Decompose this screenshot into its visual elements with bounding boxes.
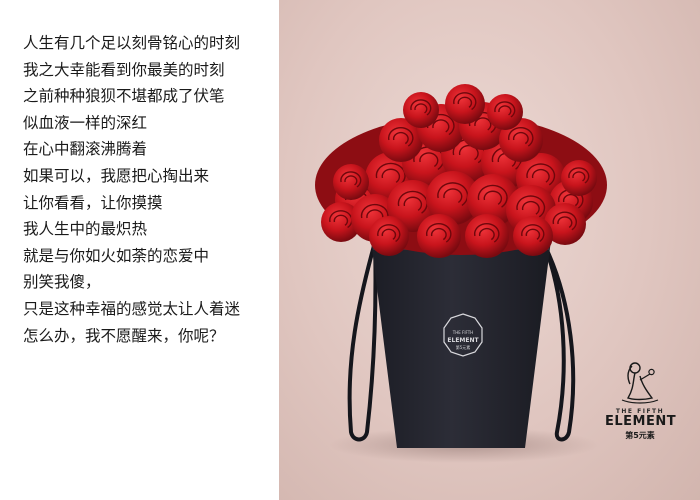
brand-line1: THE FIFTH xyxy=(615,408,665,415)
rose-box-photo: THE FIFTH ELEMENT 第5元素 xyxy=(279,0,700,500)
rose-petal xyxy=(377,224,401,243)
rose-petal xyxy=(403,196,423,211)
rose-petal xyxy=(525,228,541,240)
right-rope-handle xyxy=(543,245,576,442)
rose-petal xyxy=(344,175,358,186)
rose-petal xyxy=(512,131,529,145)
rose-petal xyxy=(381,228,397,240)
rose-head xyxy=(426,171,480,225)
rose-petal xyxy=(329,210,353,229)
poem-line: 只是这种幸福的感觉太让人着迷 xyxy=(23,299,241,318)
rose-petal xyxy=(387,127,414,147)
brand-line2: ELEMENT xyxy=(605,414,677,429)
rose-head xyxy=(333,164,369,200)
rose-petal xyxy=(453,92,477,111)
rose-head xyxy=(544,203,586,245)
poem-line: 如果可以，我愿把心掏出来 xyxy=(23,166,210,185)
poem-line: 人生有几个足以刻骨铭心的时刻 xyxy=(23,34,241,52)
rose-head xyxy=(369,216,409,256)
brand-logo: THE FIFTH ELEMENT 第5元素 xyxy=(605,358,677,453)
rose-petal xyxy=(457,96,473,108)
rose-head xyxy=(487,94,523,130)
rose-petal xyxy=(483,190,503,205)
rose-petal xyxy=(568,167,590,184)
left-rope-handle xyxy=(347,241,378,442)
rose-head xyxy=(403,92,439,128)
rose-head xyxy=(561,160,597,196)
box-label-big: ELEMENT xyxy=(447,337,479,344)
poem-line: 在心中翻滚沸腾着 xyxy=(23,140,148,159)
rose-petal xyxy=(526,163,556,186)
box-emblem: THE FIFTH ELEMENT 第5元素 xyxy=(443,313,483,357)
rose-head xyxy=(513,216,553,256)
gift-box xyxy=(371,240,551,448)
rose-petal xyxy=(397,190,428,214)
rose-petal xyxy=(410,99,432,116)
brand-line3: 第5元素 xyxy=(625,431,655,440)
rose-bouquet xyxy=(315,84,607,258)
rose-petal xyxy=(494,101,516,118)
poem-line: 怎么办，我不愿醒来，你呢？ xyxy=(23,326,225,345)
poem-line: 让你看看，让你摸摸 xyxy=(23,193,163,212)
rose-petal xyxy=(516,195,546,218)
rose-petal xyxy=(443,188,463,204)
rose-head xyxy=(445,84,485,124)
rose-head xyxy=(417,214,461,258)
rose-petal xyxy=(432,119,450,133)
rose-petal xyxy=(572,171,586,182)
brand-figure-icon xyxy=(621,362,659,404)
rose-petal xyxy=(381,168,401,183)
rose-petal xyxy=(425,223,452,243)
rose-petal xyxy=(414,103,428,114)
rose-petal xyxy=(430,227,447,241)
rose-head xyxy=(379,118,423,162)
rose-head xyxy=(321,202,361,242)
rose-petal xyxy=(473,223,500,243)
rose-box-illustration: THE FIFTH ELEMENT 第5元素 xyxy=(315,84,607,463)
rose-petal xyxy=(477,184,508,208)
poem-line: 之前种种狼狈不堪都成了伏笔 xyxy=(23,87,225,106)
rose-head xyxy=(467,174,519,226)
rose-petal xyxy=(521,200,540,215)
rose-petal xyxy=(333,214,349,226)
rose-head xyxy=(465,214,509,258)
rose-petal xyxy=(437,182,469,207)
poem-text: 人生有几个足以刻骨铭心的时刻 我之大幸能看到你最美的时刻 之前种种狼狈不堪都成了… xyxy=(23,30,273,349)
poem-line: 就是与你如火如荼的恋爱中 xyxy=(23,246,210,265)
rose-petal xyxy=(474,117,492,131)
poem-line: 我之大幸能看到你最美的时刻 xyxy=(23,60,225,79)
poem-line: 别笑我傻， xyxy=(23,273,101,292)
box-label-small: THE FIFTH xyxy=(452,330,473,335)
rose-petal xyxy=(478,227,495,241)
rose-petal xyxy=(531,168,550,183)
poem-line: 我人生中的最炽热 xyxy=(23,220,148,239)
rose-petal xyxy=(392,131,409,145)
rose-petal xyxy=(557,216,573,229)
box-label-cn: 第5元素 xyxy=(456,344,471,350)
rose-petal xyxy=(552,211,578,231)
rose-petal xyxy=(375,162,406,186)
rose-petal xyxy=(521,224,545,243)
rose-petal xyxy=(340,171,362,188)
poem-line: 似血液一样的深红 xyxy=(23,113,148,132)
rose-petal xyxy=(498,105,512,116)
rose-petal xyxy=(419,152,439,168)
rose-petal xyxy=(507,127,534,147)
